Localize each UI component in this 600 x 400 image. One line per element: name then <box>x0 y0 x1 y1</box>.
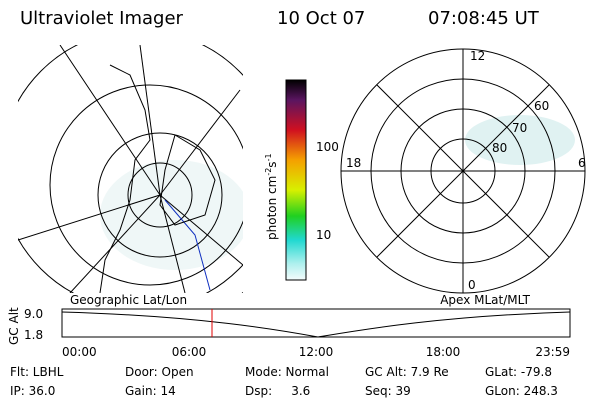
altitude-tick: 1.8 <box>24 328 43 342</box>
mlt-label: 6 <box>578 156 586 170</box>
unit-exp: -1 <box>264 153 273 161</box>
mlat-label: 60 <box>534 99 549 113</box>
info-table: Flt: LBHL Door: Open Mode: Normal GC Alt: 7… <box>10 365 558 398</box>
info-field: Door: Open <box>125 365 194 379</box>
altitude-curve <box>61 311 571 338</box>
panel-label: Apex MLat/MLT <box>440 293 530 307</box>
info-field: GLon: 248.3 <box>485 384 558 398</box>
mlt-label: 0 <box>468 278 476 292</box>
x-tick-label: 12:00 <box>299 345 334 359</box>
mlat-label: 70 <box>512 121 527 135</box>
unit-base: photon cm <box>265 176 279 240</box>
x-tick-label: 23:59 <box>535 345 570 359</box>
info-field: Gain: 14 <box>125 384 176 398</box>
info-field: Mode: Normal <box>245 365 329 379</box>
info-field: Flt: LBHL <box>10 365 64 379</box>
mlt-label: 12 <box>470 49 485 63</box>
colorbar <box>285 79 307 281</box>
colorbar-tick: 100 <box>316 140 339 154</box>
polar-plot <box>340 48 586 294</box>
time: 07:08:45 UT <box>428 8 540 29</box>
info-field: Seq: 39 <box>365 384 411 398</box>
altitude-x-ticks: 00:00 06:00 12:00 18:00 23:59 <box>62 345 570 359</box>
info-field: IP: 36.0 <box>10 384 55 398</box>
altitude-tick: 9.0 <box>24 307 43 321</box>
geo-map <box>18 45 243 293</box>
info-field: GLat: -79.8 <box>485 365 552 379</box>
panel-label: Geographic Lat/Lon <box>70 293 187 307</box>
x-tick-label: 18:00 <box>426 345 461 359</box>
altitude-axis-label: GC Alt <box>7 307 21 345</box>
title: Ultraviolet Imager <box>20 8 184 29</box>
x-tick-label: 00:00 <box>62 345 97 359</box>
unit-mid: s <box>265 161 279 167</box>
mlat-label: 80 <box>492 141 507 155</box>
unit-exp: -2 <box>264 168 273 176</box>
colorbar-tick: 10 <box>316 228 331 242</box>
info-field: Dsp: 3.6 <box>245 384 310 398</box>
date: 10 Oct 07 <box>277 8 365 29</box>
mlt-label: 18 <box>346 156 361 170</box>
x-tick-label: 06:00 <box>172 345 207 359</box>
info-field: GC Alt: 7.9 Re <box>365 365 449 379</box>
colorbar-unit: photon cm-2s-1 <box>264 153 279 240</box>
